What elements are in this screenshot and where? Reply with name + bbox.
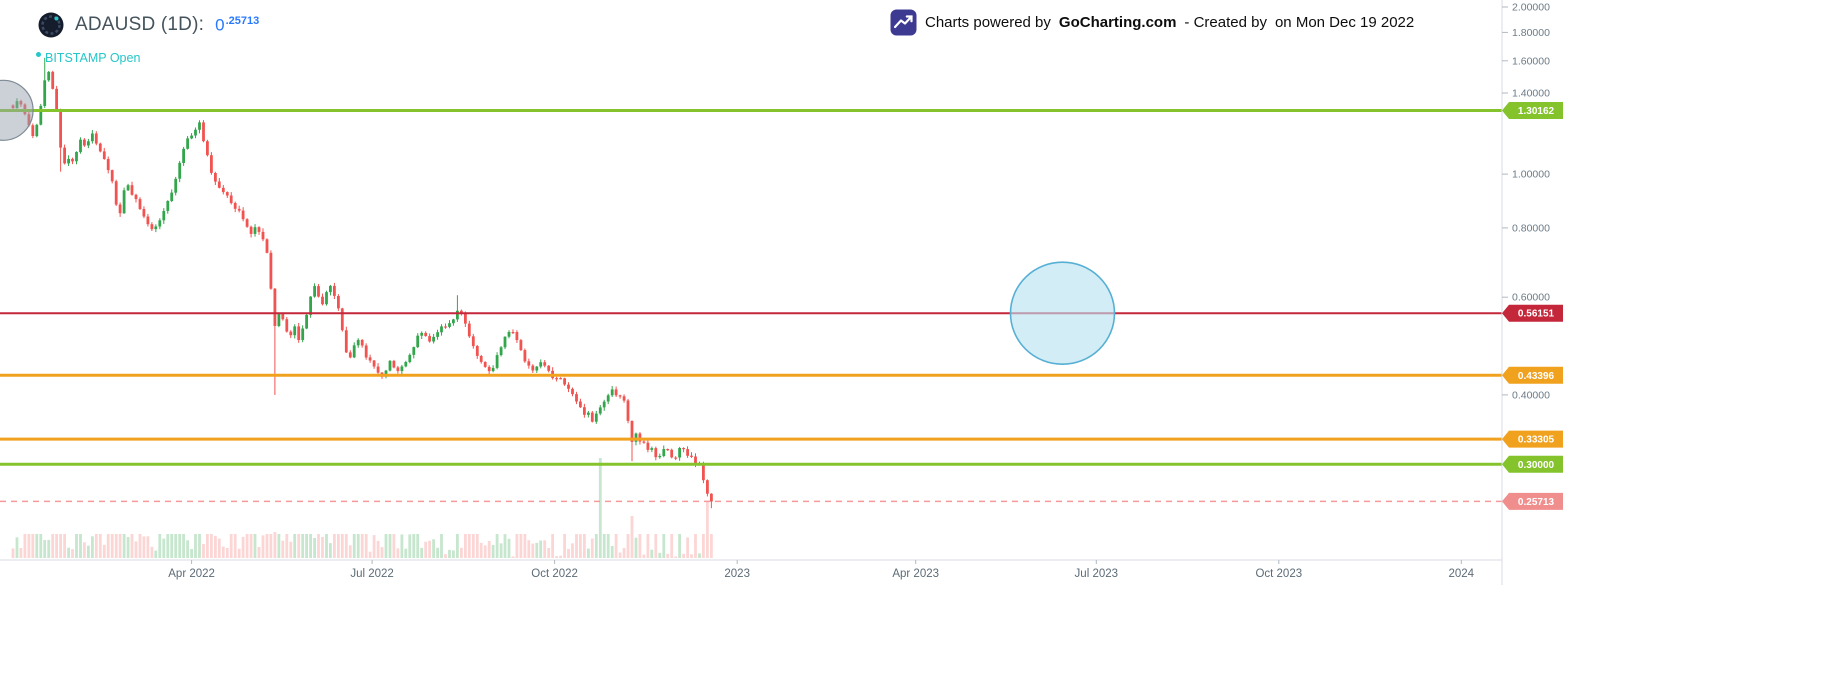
y-tick-label: 0.60000	[1512, 292, 1550, 304]
price-axis-badge-label: 0.56151	[1518, 309, 1555, 320]
price-axis-badge-label: 0.30000	[1518, 460, 1555, 471]
y-tick-label: 0.80000	[1512, 222, 1550, 234]
price-axis-badge	[1502, 455, 1563, 473]
status-dot-icon	[36, 52, 41, 57]
x-tick-label: 2024	[1449, 568, 1475, 580]
chart-arrow-icon	[890, 9, 917, 36]
x-tick-label: 2023	[724, 568, 750, 580]
ellipse-annotation[interactable]	[1009, 261, 1116, 366]
price-axis-badge	[1502, 430, 1563, 448]
gocharting-logo-icon[interactable]	[36, 10, 66, 40]
y-tick-label: 1.80000	[1512, 27, 1550, 39]
exchange-status: BITSTAMP Open	[36, 51, 140, 65]
price-axis-badge-label: 0.43396	[1518, 371, 1555, 382]
x-tick-label: Apr 2022	[168, 568, 215, 580]
y-tick-label: 2.00000	[1512, 2, 1550, 14]
y-tick-label: 1.60000	[1512, 55, 1550, 67]
candles-layer	[11, 57, 713, 509]
symbol-title: ADAUSD (1D):	[75, 14, 205, 35]
x-tick-label: Oct 2023	[1255, 568, 1302, 580]
last-price: 0.25713	[215, 14, 260, 35]
attribution-prefix: Charts powered by	[925, 14, 1051, 31]
x-tick-label: Apr 2023	[892, 568, 939, 580]
level-lines-layer[interactable]	[0, 109, 1502, 503]
exchange-status-label: BITSTAMP Open	[45, 51, 141, 65]
symbol-header: ADAUSD (1D): 0.25713	[36, 10, 259, 40]
y-tick-label: 0.40000	[1512, 389, 1550, 401]
x-tick-label: Jul 2023	[1075, 568, 1118, 580]
price-axis-badge-label: 0.25713	[1518, 497, 1555, 508]
price-axis-badge-label: 0.33305	[1518, 435, 1555, 446]
price-axis-badge-label: 1.30162	[1518, 106, 1555, 117]
arc-annotation[interactable]	[0, 79, 34, 141]
price-axis-badge	[1502, 102, 1563, 119]
annotations-layer[interactable]	[0, 79, 1116, 366]
x-tick-label: Oct 2022	[531, 568, 578, 580]
axes-layer[interactable]: 2.00000 1.80000 1.60000 1.40000 1.00000 0.800…	[0, 0, 1563, 585]
x-tick-label: Jul 2022	[350, 568, 393, 580]
attribution-bar: Charts powered by GoCharting.com - Creat…	[890, 9, 1414, 36]
volume-layer	[11, 458, 713, 558]
attribution-brand[interactable]: GoCharting.com	[1058, 14, 1177, 31]
price-axis-badge	[1502, 304, 1563, 322]
attribution-date: on Mon Dec 19 2022	[1274, 14, 1415, 31]
price-axis-badge	[1502, 366, 1563, 384]
y-tick-label: 1.00000	[1512, 169, 1550, 181]
price-axis-badge	[1502, 492, 1563, 510]
y-tick-label: 1.40000	[1512, 88, 1550, 100]
attribution-created-by: - Created by	[1184, 14, 1267, 31]
